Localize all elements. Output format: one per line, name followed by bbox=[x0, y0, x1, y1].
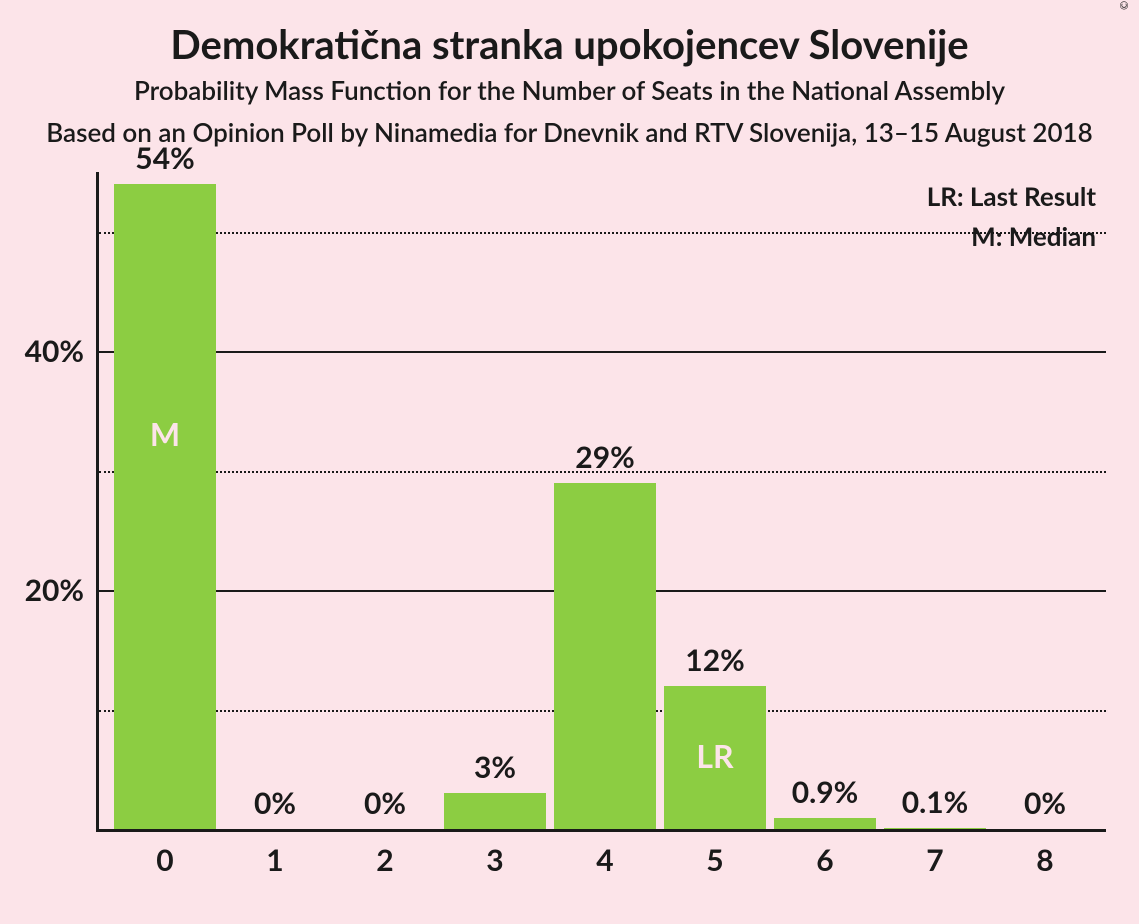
bar-marker: M bbox=[150, 414, 180, 453]
bar: 0.9% bbox=[774, 818, 876, 829]
bar: 0.1% bbox=[884, 828, 986, 829]
x-axis-label: 5 bbox=[706, 842, 723, 878]
x-axis-label: 8 bbox=[1036, 842, 1053, 878]
bar-value-label: 12% bbox=[685, 642, 744, 678]
bar: 3% bbox=[444, 793, 546, 829]
x-axis-label: 6 bbox=[816, 842, 833, 878]
bar-value-label: 0% bbox=[364, 785, 406, 821]
chart-container: Demokratična stranka upokojencev Sloveni… bbox=[0, 0, 1139, 924]
legend-m: M: Median bbox=[971, 220, 1096, 252]
bar: 54%M bbox=[114, 184, 216, 829]
bar-value-label: 0.9% bbox=[792, 774, 859, 810]
bar-value-label: 0% bbox=[254, 785, 296, 821]
y-axis-label: 20% bbox=[25, 572, 84, 608]
y-axis-line bbox=[96, 172, 99, 832]
bar-value-label: 3% bbox=[474, 749, 516, 785]
bar: 12%LR bbox=[664, 686, 766, 829]
bar-value-label: 29% bbox=[575, 439, 634, 475]
x-axis-label: 2 bbox=[376, 842, 393, 878]
gridline-major bbox=[99, 351, 1106, 353]
x-axis-label: 3 bbox=[486, 842, 503, 878]
chart-subtitle: Probability Mass Function for the Number… bbox=[0, 74, 1139, 106]
x-axis-label: 0 bbox=[156, 842, 173, 878]
x-axis-label: 4 bbox=[596, 842, 613, 878]
bar-marker: LR bbox=[696, 736, 733, 775]
x-axis-label: 7 bbox=[926, 842, 943, 878]
chart-title: Demokratična stranka upokojencev Sloveni… bbox=[0, 20, 1139, 68]
y-axis-label: 40% bbox=[25, 333, 84, 369]
bar-value-label: 0% bbox=[1024, 785, 1066, 821]
x-axis-line bbox=[96, 829, 1106, 832]
x-axis-label: 1 bbox=[266, 842, 283, 878]
gridline-minor bbox=[99, 232, 1106, 234]
bar-value-label: 0.1% bbox=[902, 784, 969, 820]
bar-value-label: 54% bbox=[135, 140, 194, 176]
legend-lr: LR: Last Result bbox=[927, 180, 1096, 212]
copyright-text: © 2018 Filip van Laenen bbox=[1118, 0, 1131, 10]
bar: 29% bbox=[554, 483, 656, 829]
chart-plot-area: LR: Last Result M: Median 20%40%54%M00%1… bbox=[96, 172, 1106, 832]
